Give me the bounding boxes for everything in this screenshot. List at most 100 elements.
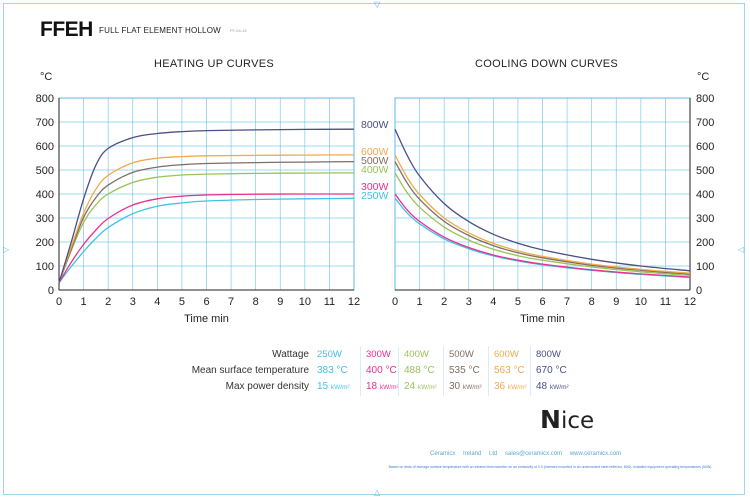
heating-series-label-600W: 600W xyxy=(361,146,389,158)
density-label: Max power density xyxy=(225,381,309,392)
heating-ytick: 100 xyxy=(36,261,54,273)
cooling-xtick: 1 xyxy=(417,296,423,308)
heating-ytick: 800 xyxy=(36,93,54,105)
table-wattage-250W: 250W xyxy=(317,349,342,360)
cooling-chart-title: COOLING DOWN CURVES xyxy=(475,58,619,70)
footer-email: sales@ceramicx.com xyxy=(505,451,563,457)
density-value: 18 xyxy=(366,381,380,392)
table-column-separator xyxy=(360,346,361,396)
bottom-center-mark: △ xyxy=(374,488,381,497)
cooling-ytick: 600 xyxy=(696,141,714,153)
heating-series-500W xyxy=(58,160,355,284)
left-center-mark: ▷ xyxy=(3,245,10,254)
cooling-ytick: 800 xyxy=(696,93,714,105)
table-density-500W: 30 kW/m² xyxy=(449,381,482,392)
cooling-ytick: 0 xyxy=(696,285,702,297)
table-wattage-400W: 400W xyxy=(404,349,429,360)
heating-ytick: 400 xyxy=(36,189,54,201)
cooling-xtick: 8 xyxy=(589,296,595,308)
heating-ytick: 300 xyxy=(36,213,54,225)
heating-xtick: 1 xyxy=(81,296,87,308)
heating-y-unit: °C xyxy=(40,71,53,83)
density-unit: kW/m² xyxy=(507,384,527,391)
cooling-xtick: 9 xyxy=(613,296,619,308)
table-density-800W: 48 kW/m² xyxy=(536,381,569,392)
table-column-separator xyxy=(398,346,399,396)
heating-xtick: 11 xyxy=(324,296,335,308)
table-temperature-600W: 563 °C xyxy=(494,365,525,376)
cooling-series-500W xyxy=(394,161,691,275)
heating-ytick: 700 xyxy=(36,117,54,129)
heating-ytick: 500 xyxy=(36,165,54,177)
heating-series-label-400W: 400W xyxy=(361,164,389,176)
cooling-xtick: 0 xyxy=(392,296,398,308)
heating-xtick: 12 xyxy=(348,296,360,308)
cooling-ytick: 300 xyxy=(696,213,714,225)
cooling-ytick: 100 xyxy=(696,261,714,273)
cooling-series-600W xyxy=(394,154,691,274)
table-temperature-500W: 535 °C xyxy=(449,365,480,376)
cooling-y-unit: °C xyxy=(697,71,710,83)
top-center-mark: ▽ xyxy=(374,0,381,9)
cooling-xtick: 3 xyxy=(466,296,472,308)
wattage-label: Wattage xyxy=(272,349,309,360)
density-value: 24 xyxy=(404,381,418,392)
cooling-ytick: 200 xyxy=(696,237,714,249)
heating-ytick: 200 xyxy=(36,237,54,249)
heating-series-label-250W: 250W xyxy=(361,190,389,202)
cooling-xtick: 12 xyxy=(684,296,696,308)
page-frame xyxy=(3,3,745,495)
cooling-xtick: 10 xyxy=(635,296,647,308)
heating-series-600W xyxy=(58,154,355,284)
cooling-xtick: 6 xyxy=(539,296,545,308)
heating-xtick: 10 xyxy=(299,296,311,308)
footer-website: www.ceramicx.com xyxy=(569,451,622,457)
heating-series-800W xyxy=(58,128,355,283)
cooling-ytick: 500 xyxy=(696,165,714,177)
footer-company: Ceramicx Ireland Ltd xyxy=(430,451,498,457)
product-subtitle: FULL FLAT ELEMENT HOLLOW xyxy=(99,26,221,35)
table-temperature-800W: 670 °C xyxy=(536,365,567,376)
heating-xtick: 8 xyxy=(253,296,259,308)
cooling-series-800W xyxy=(394,128,691,272)
heating-ytick: 600 xyxy=(36,141,54,153)
table-density-400W: 24 kW/m² xyxy=(404,381,437,392)
table-wattage-800W: 800W xyxy=(536,349,561,360)
heating-series-250W xyxy=(58,197,355,284)
heating-xtick: 9 xyxy=(277,296,283,308)
table-column-separator xyxy=(488,346,489,396)
density-unit: kW/m² xyxy=(549,384,569,391)
heating-series-400W xyxy=(58,172,355,284)
cooling-series-300W xyxy=(394,193,691,278)
right-center-mark: ◁ xyxy=(738,245,745,254)
cooling-xtick: 2 xyxy=(441,296,447,308)
table-density-250W: 15 kW/m² xyxy=(317,381,350,392)
table-density-600W: 36 kW/m² xyxy=(494,381,527,392)
heating-chart-title: HEATING UP CURVES xyxy=(154,58,275,70)
nice-logo: Nice xyxy=(540,405,595,434)
heating-xtick: 2 xyxy=(105,296,111,308)
temperature-label: Mean surface temperature xyxy=(191,365,309,376)
heating-xtick: 4 xyxy=(154,296,160,308)
heating-xtick: 6 xyxy=(203,296,209,308)
table-temperature-400W: 488 °C xyxy=(404,365,435,376)
heating-xtick: 0 xyxy=(56,296,62,308)
table-temperature-250W: 383 °C xyxy=(317,365,348,376)
table-column-separator xyxy=(443,346,444,396)
table-temperature-300W: 400 °C xyxy=(366,365,397,376)
table-wattage-300W: 300W xyxy=(366,349,391,360)
table-wattage-500W: 500W xyxy=(449,349,474,360)
density-value: 30 xyxy=(449,381,463,392)
cooling-xtick: 11 xyxy=(660,296,671,308)
density-value: 48 xyxy=(536,381,550,392)
density-unit: kW/m² xyxy=(379,384,399,391)
footer-contact: Ceramicx Ireland Ltd sales@ceramicx.com … xyxy=(430,451,621,457)
cooling-xtick: 7 xyxy=(564,296,570,308)
heating-xtick: 5 xyxy=(179,296,185,308)
cooling-ytick: 700 xyxy=(696,117,714,129)
density-value: 36 xyxy=(494,381,508,392)
cooling-ytick: 400 xyxy=(696,189,714,201)
